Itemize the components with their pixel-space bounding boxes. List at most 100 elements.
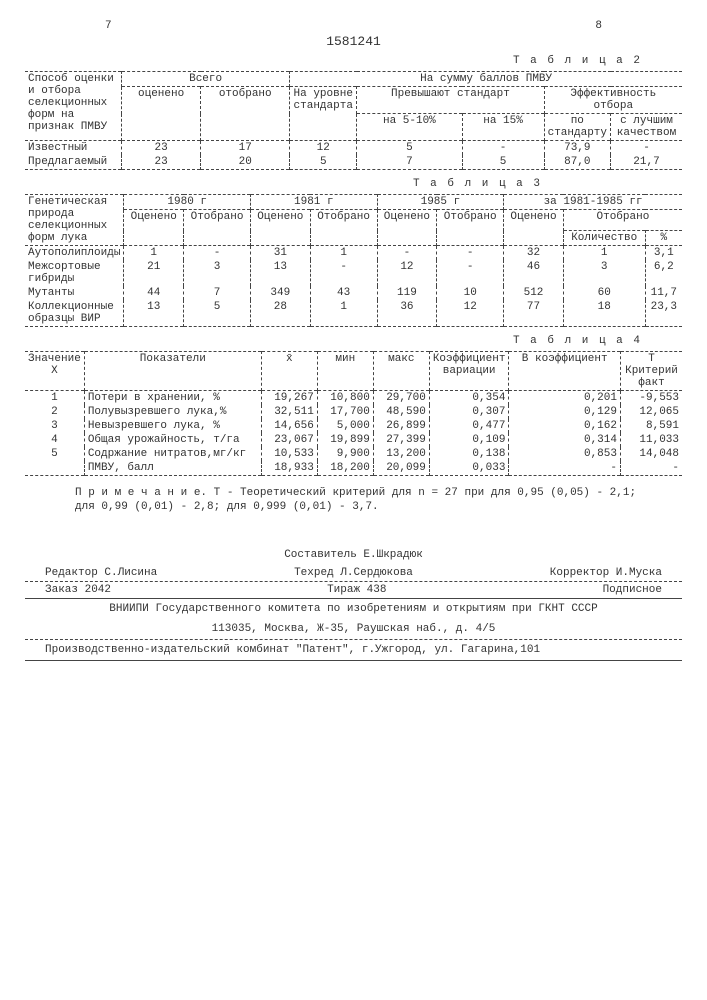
cell: - [310,260,377,286]
credits-kor: Корректор И.Муска [550,567,662,579]
t4-h-xbar: x̄ [261,352,317,391]
cell: - [437,260,504,286]
cell: 0,314 [509,433,621,447]
t3-h-yall: за 1981-1985 гг [504,195,682,210]
table-row: ПМВУ, балл18,93318,20020,0990,033-- [25,461,682,476]
page-right: 8 [595,20,602,32]
t3-h-oc4: Оценено [504,210,564,246]
t4-h-vk: В коэффициент [509,352,621,391]
cell: 1 [310,300,377,327]
cell: 7 [357,155,462,170]
cell: 5 [462,155,544,170]
cell: 20 [201,155,290,170]
page-left: 7 [105,20,112,32]
cell: Известный [25,141,122,156]
cell: 23,3 [645,300,682,327]
cell: 3 [25,419,84,433]
cell: Содржание нитратов,мг/кг [84,447,261,461]
t2-h-vsego: Всего [122,72,290,87]
cell: 18 [563,300,645,327]
cell: 21 [124,260,184,286]
t4-h-kv: Коэффициент вариации [429,352,509,391]
table-row: 1Потери в хранении, %19,26710,80029,7000… [25,391,682,406]
cell: 4 [25,433,84,447]
cell: 23 [122,141,201,156]
t2-h-method: Способ оценки и отбора селекционных форм… [25,72,122,141]
credits-addr: 113035, Москва, Ж-35, Раушская наб., д. … [25,619,682,640]
cell: 5 [357,141,462,156]
cell: - [509,461,621,476]
cell: 0,138 [429,447,509,461]
cell: 36 [377,300,437,327]
cell: - [377,246,437,261]
cell: Предлагаемый [25,155,122,170]
t3-h-ot4: Отобрано [563,210,682,231]
t2-h-urov: На уровне стандарта [290,87,357,141]
t4-h-tk: Т Критерий факт [621,352,683,391]
cell: Межсортовые гибриды [25,260,124,286]
cell: - [184,246,251,261]
cell: 1 [563,246,645,261]
cell: 5 [290,155,357,170]
cell: 73,9 [544,141,610,156]
t2-h-std: по стандарту [544,114,610,141]
cell: 23,067 [261,433,317,447]
cell: Общая урожайность, т/га [84,433,261,447]
cell: 0,477 [429,419,509,433]
credits-block: Составитель Е.Шкрадюк Редактор С.Лисина … [25,545,682,661]
credits-prod: Производственно-издательский комбинат "П… [25,640,682,661]
cell: 3 [563,260,645,286]
cell: 32 [504,246,564,261]
cell: 0,201 [509,391,621,406]
t4-h-min: мин [317,352,373,391]
cell: 23 [122,155,201,170]
t2-h-ocen: оценено [122,87,201,141]
table3: Генетическая природа селекционных форм л… [25,194,682,327]
t3-h-y81: 1981 г [251,195,378,210]
cell: 0,033 [429,461,509,476]
cell: 13 [124,300,184,327]
cell: 8,591 [621,419,683,433]
cell: 28 [251,300,311,327]
t2-h-sum: На сумму баллов ПМВУ [290,72,682,87]
cell: 19,899 [317,433,373,447]
table-row: Мутанты44734943119105126011,7 [25,286,682,300]
cell: Полувызревшего лука,% [84,405,261,419]
t3-h-ot1: Отобрано [184,210,251,246]
cell: 0,853 [509,447,621,461]
cell: 12 [437,300,504,327]
table-row: Предлагаемый232057587,021,7 [25,155,682,170]
cell: 9,900 [317,447,373,461]
cell: 0,354 [429,391,509,406]
cell: 1 [124,246,184,261]
cell: 119 [377,286,437,300]
table-row: Межсортовые гибриды21313-12-4636,2 [25,260,682,286]
table4: Значение X Показатели x̄ мин макс Коэффи… [25,351,682,476]
cell: Мутанты [25,286,124,300]
t3-h-y85: 1985 г [377,195,504,210]
cell: Потери в хранении, % [84,391,261,406]
t2-h-eff: Эффективность отбора [544,87,682,114]
cell [25,461,84,476]
t2-h-p5: на 5-10% [357,114,462,141]
cell: 12,065 [621,405,683,419]
t3-h-oc1: Оценено [124,210,184,246]
page-numbers: 7 8 [105,20,602,32]
credits-teh: Техред Л.Сердюкова [294,567,413,579]
credits-pod: Подписное [603,584,662,596]
cell: 12 [377,260,437,286]
table3-caption: Т а б л и ц а 3 [25,178,542,190]
table4-caption: Т а б л и ц а 4 [25,335,642,347]
t4-h-pok: Показатели [84,352,261,391]
cell: 31 [251,246,311,261]
cell: 10,533 [261,447,317,461]
table-row: 2Полувызревшего лука,%32,51117,70048,590… [25,405,682,419]
t4-h-x: Значение X [25,352,84,391]
cell: -9,553 [621,391,683,406]
table-row: 4Общая урожайность, т/га23,06719,89927,3… [25,433,682,447]
t4-h-max: макс [373,352,429,391]
credits-tiraz: Тираж 438 [327,584,386,596]
cell: 60 [563,286,645,300]
cell: 5,000 [317,419,373,433]
cell: 0,109 [429,433,509,447]
